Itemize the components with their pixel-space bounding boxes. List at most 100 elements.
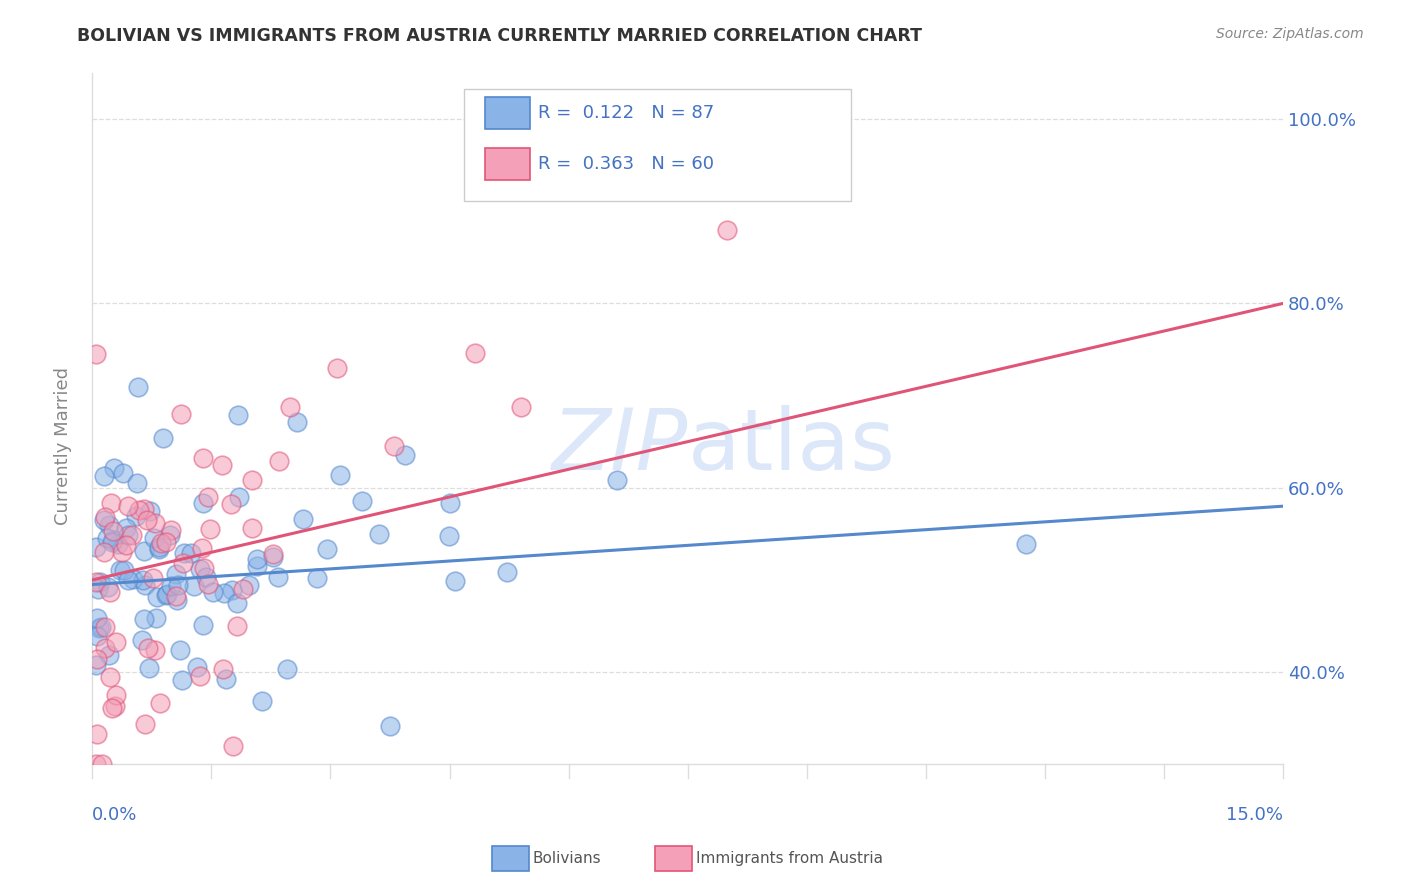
Point bbox=[115, 521, 138, 535]
Point bbox=[90, 620, 112, 634]
Point bbox=[104, 635, 127, 649]
Point bbox=[193, 560, 215, 574]
Point bbox=[101, 701, 124, 715]
Point bbox=[193, 450, 215, 465]
Point bbox=[122, 573, 145, 587]
Point bbox=[188, 562, 211, 576]
Point bbox=[125, 475, 148, 490]
Point bbox=[98, 585, 121, 599]
Point bbox=[134, 502, 156, 516]
Text: R =  0.122   N = 87: R = 0.122 N = 87 bbox=[538, 104, 714, 122]
Point bbox=[86, 611, 108, 625]
Point bbox=[232, 582, 254, 596]
Point bbox=[191, 618, 214, 632]
Point bbox=[94, 510, 117, 524]
Point bbox=[183, 578, 205, 592]
Point bbox=[156, 587, 179, 601]
Point bbox=[93, 469, 115, 483]
Point bbox=[131, 632, 153, 647]
Point bbox=[211, 458, 233, 472]
Point bbox=[84, 658, 107, 673]
Point bbox=[167, 577, 190, 591]
Point bbox=[173, 546, 195, 560]
Point bbox=[221, 582, 243, 597]
Point bbox=[221, 497, 243, 511]
Point bbox=[128, 503, 150, 517]
Point bbox=[110, 563, 132, 577]
Point bbox=[142, 571, 165, 585]
Point bbox=[464, 345, 486, 359]
Point bbox=[280, 401, 302, 415]
Point bbox=[93, 513, 115, 527]
Point bbox=[226, 619, 249, 633]
Point bbox=[188, 668, 211, 682]
Point bbox=[145, 516, 167, 530]
Point bbox=[94, 640, 117, 655]
Point bbox=[138, 661, 160, 675]
Point bbox=[226, 596, 249, 610]
Point bbox=[89, 574, 111, 589]
Point bbox=[191, 496, 214, 510]
Point bbox=[90, 757, 112, 772]
Point bbox=[89, 622, 111, 636]
Point bbox=[103, 524, 125, 538]
Point bbox=[103, 460, 125, 475]
Point bbox=[101, 533, 124, 547]
Point bbox=[136, 641, 159, 656]
Point bbox=[134, 578, 156, 592]
Point bbox=[96, 531, 118, 545]
Point bbox=[165, 567, 187, 582]
Text: R =  0.363   N = 60: R = 0.363 N = 60 bbox=[538, 155, 714, 173]
Text: Bolivians: Bolivians bbox=[533, 851, 602, 865]
Point bbox=[437, 529, 460, 543]
Point bbox=[326, 360, 349, 375]
Point bbox=[98, 518, 121, 533]
Point bbox=[115, 537, 138, 551]
Point bbox=[86, 652, 108, 666]
Point bbox=[104, 699, 127, 714]
Text: Source: ZipAtlas.com: Source: ZipAtlas.com bbox=[1216, 27, 1364, 41]
Point bbox=[262, 549, 284, 564]
Point bbox=[211, 662, 233, 676]
Point bbox=[329, 468, 352, 483]
Point bbox=[84, 541, 107, 555]
Point bbox=[194, 569, 217, 583]
Point bbox=[267, 453, 290, 467]
Point bbox=[160, 579, 183, 593]
Point bbox=[197, 490, 219, 504]
Point bbox=[107, 537, 129, 551]
Point bbox=[443, 574, 465, 589]
Point bbox=[198, 522, 221, 536]
Point bbox=[143, 531, 166, 545]
Point bbox=[86, 629, 108, 643]
Point bbox=[148, 542, 170, 557]
Point bbox=[201, 585, 224, 599]
Point bbox=[228, 490, 250, 504]
Text: ZIP: ZIP bbox=[551, 405, 688, 488]
Point bbox=[143, 642, 166, 657]
Point bbox=[716, 222, 738, 236]
Point bbox=[125, 509, 148, 524]
Point bbox=[172, 557, 194, 571]
Point bbox=[380, 719, 402, 733]
Point bbox=[305, 571, 328, 585]
Point bbox=[159, 523, 181, 537]
Point bbox=[214, 586, 236, 600]
Point bbox=[100, 495, 122, 509]
Point bbox=[148, 541, 170, 555]
Point bbox=[169, 642, 191, 657]
Text: atlas: atlas bbox=[688, 405, 896, 488]
Point bbox=[127, 380, 149, 394]
Point bbox=[97, 580, 120, 594]
Point bbox=[134, 544, 156, 558]
Point bbox=[87, 582, 110, 596]
Point bbox=[291, 512, 314, 526]
Point bbox=[159, 527, 181, 541]
Point bbox=[226, 408, 249, 422]
Text: Immigrants from Austria: Immigrants from Austria bbox=[696, 851, 883, 865]
Point bbox=[84, 575, 107, 590]
Point bbox=[252, 694, 274, 708]
Point bbox=[246, 558, 269, 573]
Point bbox=[86, 727, 108, 741]
Point bbox=[510, 400, 533, 414]
